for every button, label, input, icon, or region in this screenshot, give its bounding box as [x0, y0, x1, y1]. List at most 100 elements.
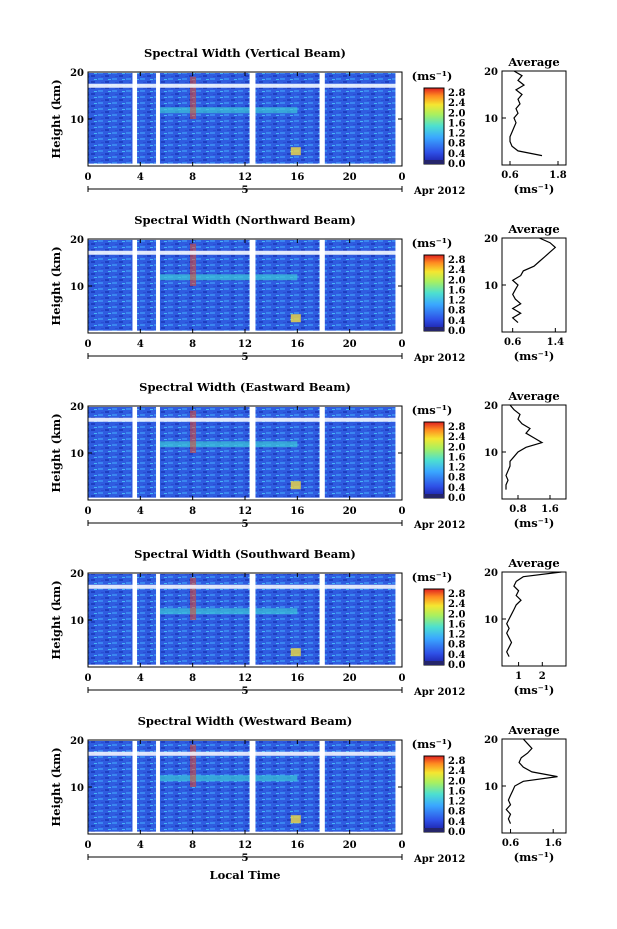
avg-y-tick-label: 20 — [484, 735, 498, 746]
colorbar-tick-label: 0.0 — [448, 827, 465, 838]
x-tick-label: 8 — [189, 339, 196, 350]
avg-profile-line — [509, 70, 543, 157]
y-tick-label: 20 — [70, 736, 84, 747]
x-tick-label: 12 — [238, 506, 252, 517]
heatmap-band — [190, 410, 197, 453]
heatmap-field — [88, 740, 396, 832]
colorbar-unit: (ms⁻¹) — [412, 737, 453, 751]
avg-x-tick-label: 1.6 — [541, 504, 558, 515]
colorbar-tick-label: 1.6 — [448, 285, 465, 296]
x-tick-label: 4 — [137, 172, 144, 183]
colorbar-tick-label: 1.6 — [448, 786, 465, 797]
x-tick-label: 12 — [238, 339, 252, 350]
x-tick-label: 0 — [85, 840, 92, 851]
x-tick-label: 12 — [238, 840, 252, 851]
heatmap-band — [159, 441, 298, 448]
colorbar-tick-label: 1.6 — [448, 452, 465, 463]
avg-frame — [501, 738, 567, 834]
data-gap — [319, 406, 325, 500]
data-gap — [132, 72, 138, 166]
y-tick-label: 10 — [70, 282, 84, 293]
colorbar-tick-label: 0.8 — [448, 640, 465, 651]
colorbar-tick-label: 0.0 — [448, 493, 465, 504]
avg-y-tick-label: 10 — [484, 615, 498, 626]
x-tick-label: 0 — [399, 840, 406, 851]
avg-x-tick-label: 1.6 — [544, 838, 561, 849]
x-tick-label: 0 — [399, 172, 406, 183]
y-axis-label: Height (km) — [49, 246, 63, 325]
y-tick-label: 10 — [70, 783, 84, 794]
colorbar-tick-label: 2.0 — [448, 442, 465, 453]
colorbar-tick-label: 2.4 — [448, 98, 465, 109]
colorbar-base — [424, 160, 444, 164]
heatmap-band — [190, 243, 197, 286]
x-tick-label: 12 — [238, 673, 252, 684]
date-label: Apr 2012 — [413, 353, 465, 364]
avg-x-tick-label: 1.4 — [547, 337, 564, 348]
day-label: 5 — [242, 519, 249, 530]
avg-unit: (ms⁻¹) — [514, 516, 555, 530]
data-gap — [249, 573, 256, 667]
data-gap — [156, 72, 160, 166]
heatmap-band — [290, 481, 301, 490]
heatmap-band — [159, 107, 298, 114]
avg-y-tick-label: 20 — [484, 401, 498, 412]
colorbar — [423, 755, 445, 833]
x-tick-label: 8 — [189, 172, 196, 183]
y-tick-label: 20 — [70, 235, 84, 246]
colorbar-base — [424, 327, 444, 331]
heatmap-field — [88, 72, 396, 164]
data-gap — [132, 406, 138, 500]
data-gap — [319, 740, 325, 834]
panel-5: Spectral Width (Westward Beam) 0 4 8 12 16 20 0… — [49, 714, 567, 865]
colorbar-tick-label: 2.8 — [448, 255, 465, 266]
avg-title: Average — [507, 723, 559, 737]
y-tick-label: 10 — [70, 616, 84, 627]
heatmap-band — [159, 274, 298, 281]
data-gap — [88, 250, 402, 255]
day-label: 5 — [242, 352, 249, 363]
colorbar-unit: (ms⁻¹) — [412, 570, 453, 584]
x-tick-label: 16 — [290, 840, 304, 851]
colorbar-tick-label: 2.8 — [448, 422, 465, 433]
x-tick-label: 0 — [85, 506, 92, 517]
x-tick-label: 0 — [399, 673, 406, 684]
colorbar-tick-label: 1.6 — [448, 619, 465, 630]
x-tick-label: 4 — [137, 673, 144, 684]
avg-frame — [501, 404, 567, 500]
x-tick-label: 20 — [343, 506, 357, 517]
heatmap-band — [290, 147, 301, 156]
avg-y-tick-label: 10 — [484, 281, 498, 292]
avg-y-tick-label: 10 — [484, 448, 498, 459]
x-tick-label: 20 — [343, 172, 357, 183]
colorbar-tick-label: 2.4 — [448, 432, 465, 443]
colorbar-tick-label: 0.4 — [448, 316, 465, 327]
x-tick-label: 4 — [137, 506, 144, 517]
colorbar-unit: (ms⁻¹) — [412, 403, 453, 417]
y-tick-label: 10 — [70, 449, 84, 460]
avg-x-tick-label: 0.6 — [504, 337, 521, 348]
x-tick-label: 16 — [290, 339, 304, 350]
y-axis-label: Height (km) — [49, 747, 63, 826]
y-tick-label: 20 — [70, 68, 84, 79]
colorbar-tick-label: 2.8 — [448, 756, 465, 767]
avg-x-tick-label: 0.8 — [509, 504, 526, 515]
y-tick-label: 10 — [70, 115, 84, 126]
day-label: 5 — [242, 686, 249, 697]
data-gap — [249, 740, 256, 834]
x-tick-label: 0 — [85, 172, 92, 183]
heatmap-band — [290, 815, 301, 824]
heatmap-field — [88, 573, 396, 665]
heatmap-band — [290, 648, 301, 657]
colorbar-tick-label: 2.4 — [448, 766, 465, 777]
day-label: 5 — [242, 185, 249, 196]
colorbar-base — [424, 661, 444, 665]
colorbar-tick-label: 0.0 — [448, 660, 465, 671]
x-tick-label: 20 — [343, 840, 357, 851]
y-axis-label: Height (km) — [49, 413, 63, 492]
x-tick-label: 0 — [399, 506, 406, 517]
y-axis-label: Height (km) — [49, 580, 63, 659]
colorbar-tick-label: 2.0 — [448, 108, 465, 119]
data-gap — [319, 239, 325, 333]
